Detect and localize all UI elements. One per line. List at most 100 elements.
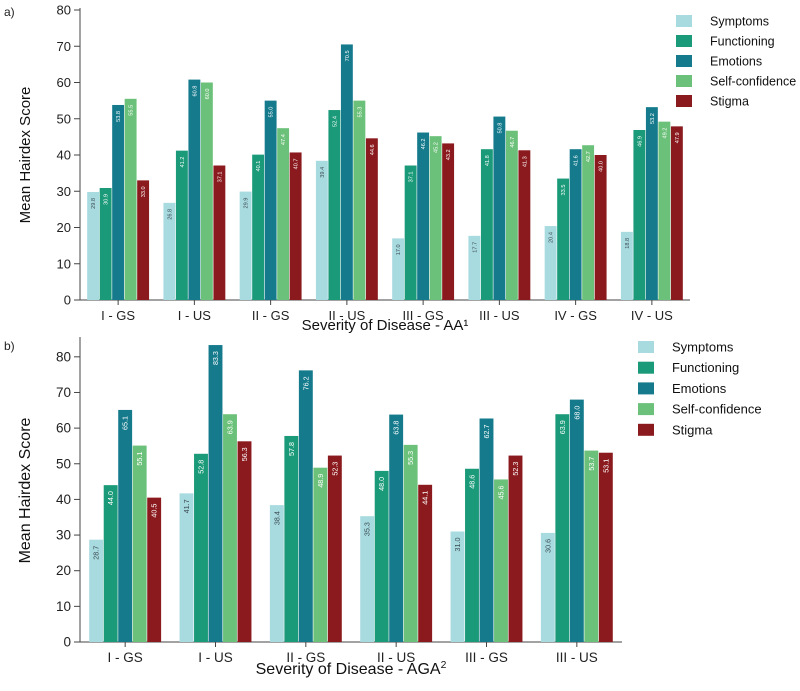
y-tick-label: 60 xyxy=(56,421,71,436)
bar-value-label: 40.0 xyxy=(599,161,605,172)
chart-panel-a: a) 0 10 20 30 40 50 60 70 80 Mean Hairdex Score I -… xyxy=(4,3,796,335)
bar-value-label: 41.7 xyxy=(182,499,191,513)
legend-label: Stigma xyxy=(672,422,713,437)
legend-swatch xyxy=(676,95,692,107)
bar-symptoms xyxy=(450,531,465,642)
bar-value-label: 39.4 xyxy=(320,167,326,178)
bar-stigma xyxy=(508,455,523,642)
x-axis-title-superscript: 2 xyxy=(441,660,447,671)
bar-self-confidence xyxy=(505,130,518,300)
bar-symptoms xyxy=(315,160,328,300)
bar-emotions xyxy=(112,104,125,300)
bar-value-label: 49.2 xyxy=(662,128,668,139)
bar-value-label: 40.7 xyxy=(294,158,300,169)
bar-self-confidence xyxy=(582,145,595,300)
bar-value-label: 45.2 xyxy=(434,142,440,153)
bar-symptoms xyxy=(620,231,633,300)
legend: Symptoms Functioning Emotions Self-confiden… xyxy=(676,15,796,109)
bar-stigma xyxy=(137,180,150,300)
bar-value-label: 44.6 xyxy=(370,144,376,155)
bar-value-label: 55.3 xyxy=(357,107,363,118)
x-tick-label: I - GS xyxy=(108,650,143,665)
bar-emotions xyxy=(208,345,223,642)
bar-value-label: 46.7 xyxy=(510,137,516,148)
bar-self-confidence xyxy=(132,445,147,642)
bar-value-label: 43.2 xyxy=(446,149,452,160)
bar-value-label: 63.8 xyxy=(392,421,401,435)
y-tick-label: 40 xyxy=(57,148,71,163)
bar-stigma xyxy=(598,452,613,642)
bar-functioning xyxy=(99,187,112,300)
bar-value-label: 18.8 xyxy=(625,238,631,249)
bar-value-label: 41.6 xyxy=(574,155,580,166)
bar-symptoms xyxy=(540,532,555,642)
bar-value-label: 68.0 xyxy=(572,406,581,420)
bar-value-label: 46.9 xyxy=(637,136,643,147)
bar-value-label: 55.5 xyxy=(129,105,135,116)
bar-value-label: 31.0 xyxy=(453,537,462,551)
y-tick-label: 40 xyxy=(56,492,71,507)
bar-functioning xyxy=(252,154,265,300)
bar-emotions xyxy=(569,149,582,300)
bar-symptoms xyxy=(163,202,176,300)
bar-value-label: 76.2 xyxy=(301,376,310,390)
legend-label: Self-confidence xyxy=(672,402,762,417)
x-axis-title: Severity of Disease - AGA2 xyxy=(256,660,447,678)
bar-value-label: 46.2 xyxy=(421,139,427,150)
bar-symptoms xyxy=(468,235,481,300)
bar-emotions xyxy=(389,414,404,642)
y-tick-label: 50 xyxy=(56,456,71,471)
bar-stigma xyxy=(518,150,531,300)
bar-functioning xyxy=(194,453,208,642)
bar-value-label: 55.1 xyxy=(135,452,144,466)
x-tick-label: II - GS xyxy=(252,308,290,323)
bar-value-label: 29.8 xyxy=(91,198,97,209)
bar-functioning xyxy=(103,485,118,642)
bar-value-label: 53.2 xyxy=(650,113,656,124)
y-tick-label: 70 xyxy=(57,39,71,54)
bar-functioning xyxy=(465,468,479,642)
bar-value-label: 56.3 xyxy=(240,447,249,461)
bar-value-label: 60.8 xyxy=(192,86,198,97)
bar-value-label: 53.7 xyxy=(587,457,596,471)
y-tick-label: 50 xyxy=(57,111,71,126)
bar-stigma xyxy=(237,441,252,642)
x-tick-label: III - US xyxy=(479,308,520,323)
bar-functioning xyxy=(374,470,389,642)
bar-functioning xyxy=(633,129,646,300)
bar-value-label: 33.5 xyxy=(561,185,567,196)
legend-label: Self-confidence xyxy=(710,75,796,89)
x-tick-label: III - US xyxy=(556,650,598,665)
bar-self-confidence xyxy=(584,450,599,642)
legend-swatch xyxy=(638,403,654,416)
bar-self-confidence xyxy=(429,136,442,300)
bar-symptoms xyxy=(392,238,405,300)
y-tick-label: 20 xyxy=(56,563,71,578)
x-tick-label: II - GS xyxy=(286,650,325,665)
bar-value-label: 40.1 xyxy=(256,161,262,172)
x-tick-label: III - GS xyxy=(465,650,508,665)
bar-symptoms xyxy=(360,516,375,642)
bar-value-label: 53.8 xyxy=(116,111,122,122)
panel-label: a) xyxy=(4,5,15,19)
bar-emotions xyxy=(188,79,201,300)
chart-panel-b: b) 0 10 20 30 40 50 60 70 80 Mean Hairdex Score I -… xyxy=(4,337,762,678)
bar-stigma xyxy=(213,165,226,300)
bar-value-label: 44.0 xyxy=(106,491,115,505)
bar-value-label: 57.8 xyxy=(287,442,296,456)
bar-value-label: 38.4 xyxy=(272,511,281,525)
bar-value-label: 52.3 xyxy=(511,462,520,476)
bar-stigma xyxy=(418,484,433,642)
bar-stigma xyxy=(365,138,378,300)
bar-value-label: 44.1 xyxy=(421,491,430,505)
y-tick-label: 10 xyxy=(57,256,71,271)
bar-value-label: 47.4 xyxy=(281,134,287,145)
bar-value-label: 28.7 xyxy=(92,546,101,560)
bar-self-confidence xyxy=(277,128,290,300)
bar-self-confidence xyxy=(223,414,237,642)
bar-value-label: 42.7 xyxy=(586,151,592,162)
bar-symptoms xyxy=(269,505,284,642)
y-tick-label: 20 xyxy=(57,220,71,235)
bar-functioning xyxy=(284,435,299,642)
